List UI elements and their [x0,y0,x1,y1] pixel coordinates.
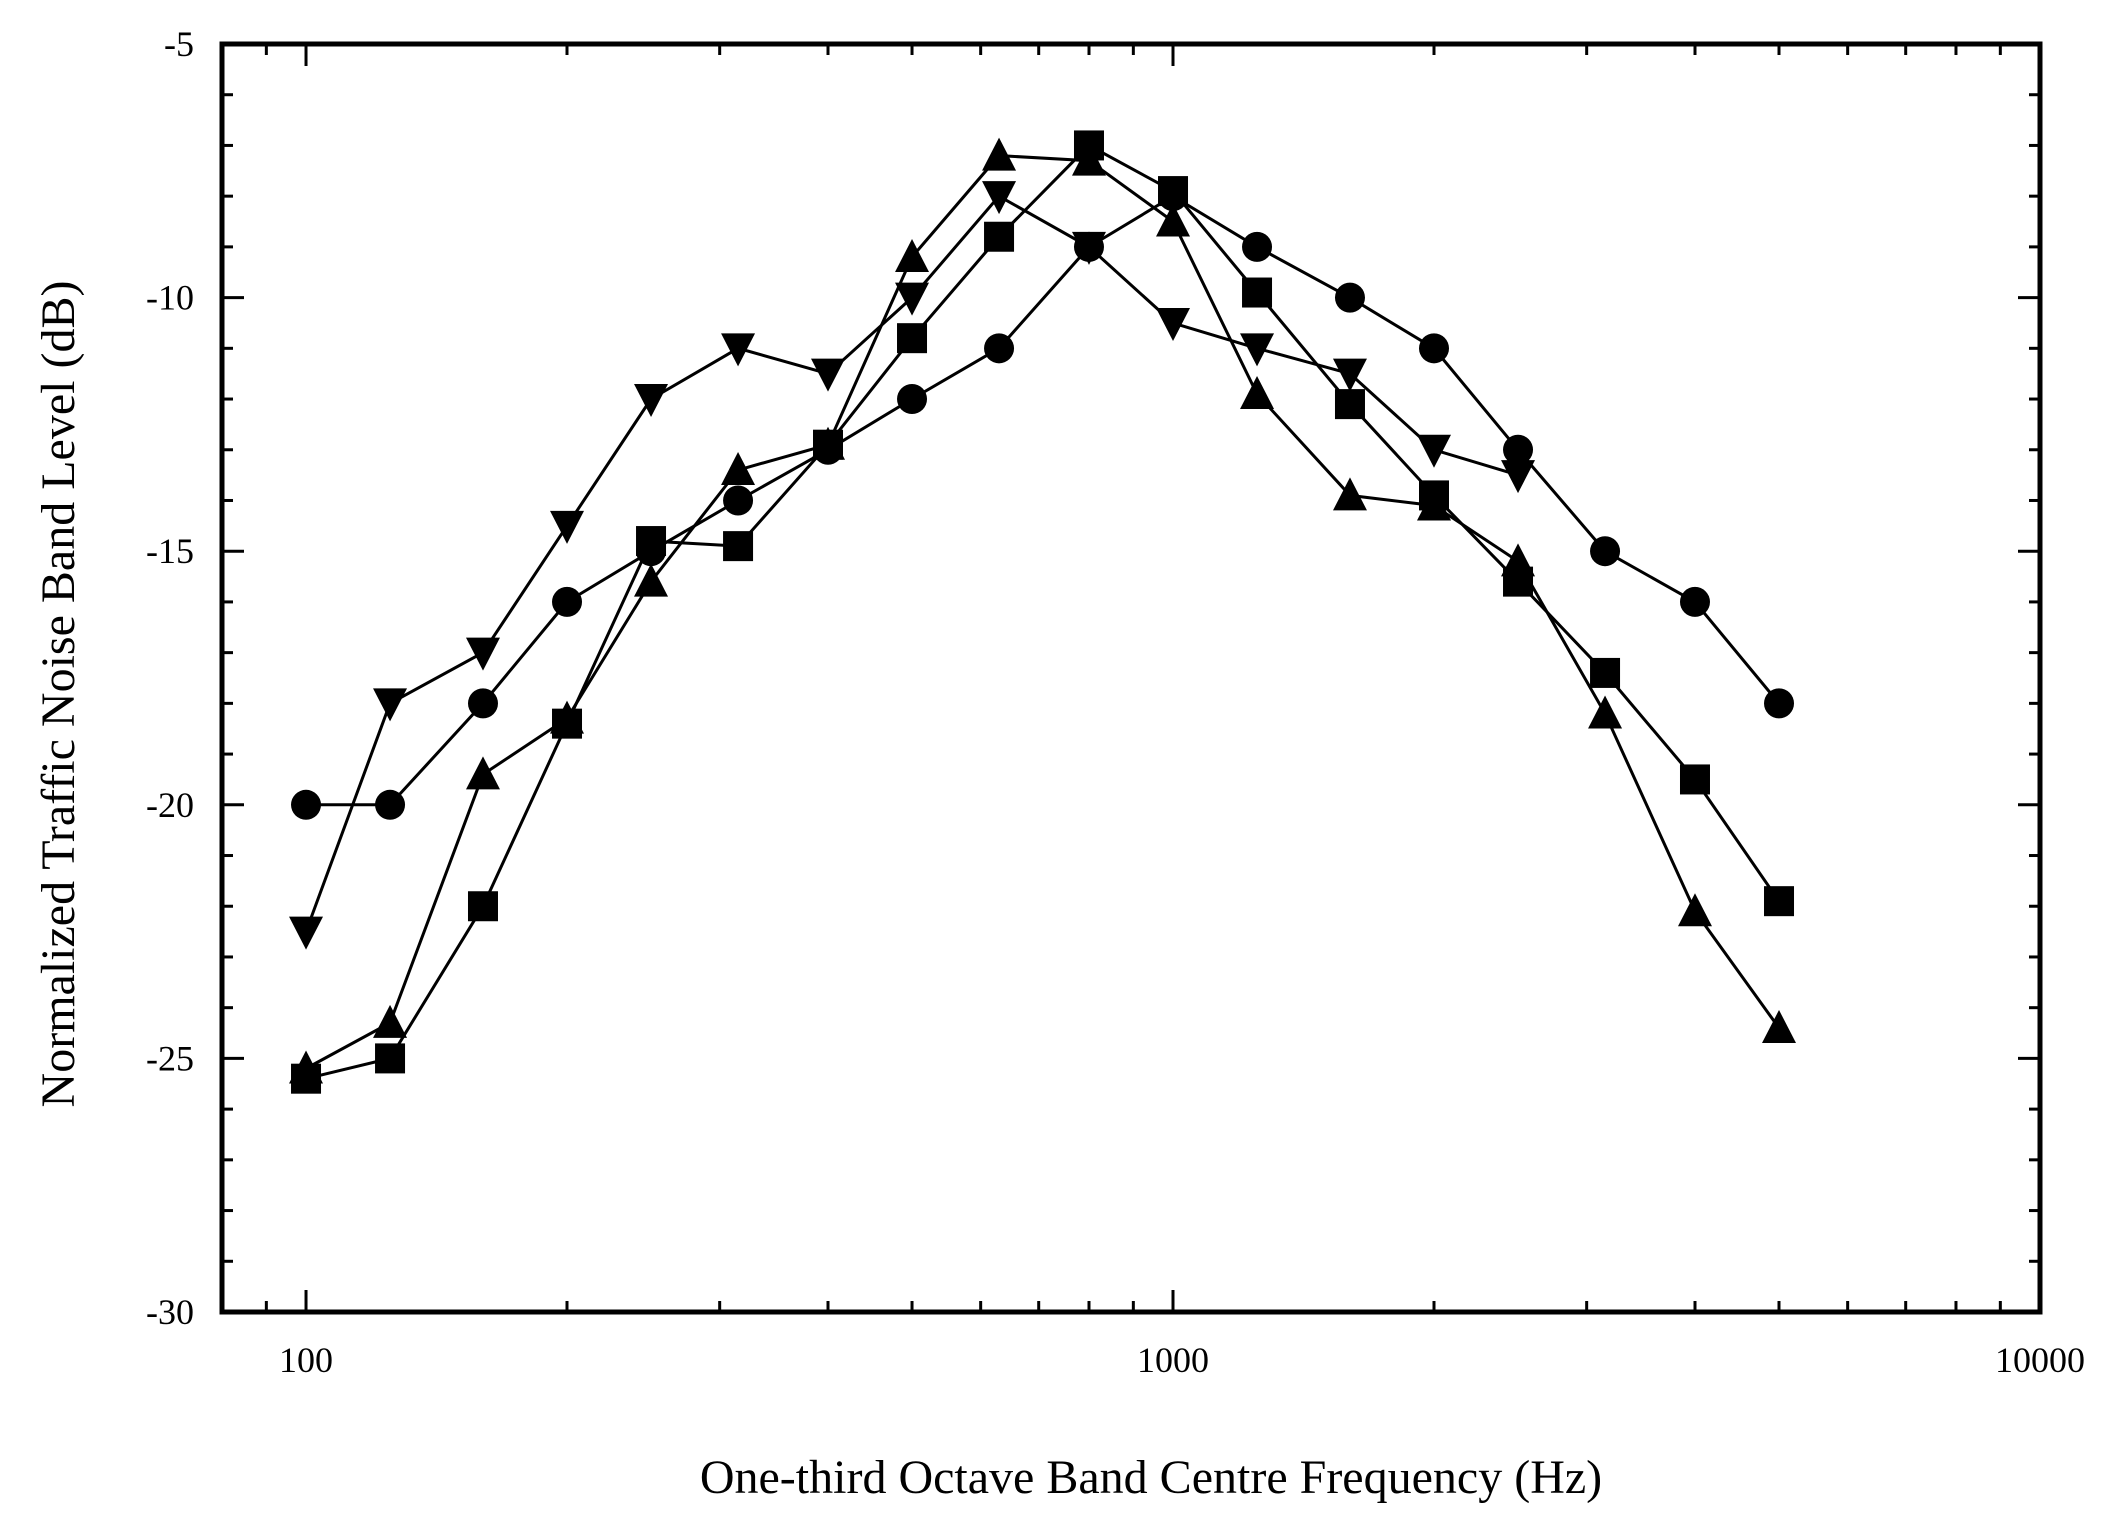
data-point-square [897,323,928,354]
y-tick-label: -20 [146,785,194,825]
data-point-triangle-down [811,358,845,392]
series-line-circle [306,194,1781,807]
plot-frame [219,41,2043,1315]
data-point-triangle-up [982,137,1017,171]
data-point-circle [1679,586,1710,617]
data-point-triangle-down [1501,460,1536,494]
data-point-triangle-up [1762,1009,1797,1043]
data-point-square [1503,566,1534,597]
data-point-circle [1764,688,1795,719]
data-point-square [1073,130,1104,161]
data-point-circle [552,586,583,617]
data-point-circle [375,789,406,820]
series-line-triangle-up [305,154,1781,1070]
data-point-triangle-up [634,563,669,597]
y-tick-label: -15 [146,531,194,571]
data-point-triangle-down [1071,231,1106,265]
x-tick-label: 1000 [1137,1340,1209,1380]
x-axis-title: One-third Octave Band Centre Frequency (… [700,1451,1602,1504]
data-point-triangle-down [465,637,500,671]
y-tick-label: -30 [146,1292,194,1332]
data-point-circle [1334,282,1365,313]
data-point-square [467,891,498,922]
data-point-square [1419,480,1449,511]
data-point-circle [1590,536,1621,567]
data-point-square [1242,277,1273,308]
data-point-square [1158,176,1189,207]
data-point-triangle-down [289,916,324,950]
data-point-triangle-down [1240,333,1275,367]
data-point-triangle-down [1156,307,1191,341]
data-point-circle [984,333,1015,364]
data-point-triangle-down [895,282,930,316]
y-tick-label: -25 [146,1038,194,1078]
data-point-square [375,1043,406,1074]
data-point-square [1679,764,1710,795]
data-point-square [636,526,667,557]
data-point-circle [897,384,928,415]
series-line-square [305,143,1781,1081]
series-lines-layer [304,143,1781,1081]
data-point-triangle-up [895,239,930,273]
data-point-triangle-down [982,181,1017,215]
data-point-triangle-up [373,1004,408,1038]
data-point-triangle-down [1332,358,1367,392]
data-point-square [552,708,583,739]
data-point-triangle-up [1677,893,1712,927]
data-point-triangle-down [550,510,585,544]
data-point-circle [1242,231,1273,262]
data-point-square [984,221,1015,252]
y-tick-label: -10 [146,278,194,318]
data-point-triangle-down [1417,434,1451,468]
axes-layer: -5 -10 -15 -20 -25 -30 100 1000 10000 [146,24,2085,1380]
data-point-circle [291,789,322,820]
data-point-square [1334,389,1365,420]
x-tick-label: 100 [279,1340,333,1380]
data-point-square [723,531,754,562]
x-tick-label: 10000 [1995,1340,2085,1380]
y-axis-title: Normalized Traffic Noise Band Level (dB) [32,281,85,1108]
data-point-square [1764,886,1795,917]
data-point-circle [1503,434,1534,465]
data-point-triangle-down [721,333,756,367]
data-point-square [291,1063,322,1094]
data-point-triangle-up [1240,375,1275,409]
data-point-triangle-up [1588,695,1623,729]
data-point-circle [1419,333,1449,364]
data-point-circle [723,485,754,516]
data-point-square [813,429,843,460]
data-point-circle [467,688,498,719]
y-tick-label: -5 [164,24,194,64]
data-point-triangle-up [721,452,756,486]
data-point-square [1590,657,1621,688]
data-point-triangle-up [1332,477,1367,511]
data-point-triangle-up [1156,203,1191,237]
data-point-triangle-down [634,384,669,418]
data-point-triangle-down [373,688,408,722]
data-point-triangle-up [465,756,500,790]
series-markers-layer [289,130,1797,1094]
